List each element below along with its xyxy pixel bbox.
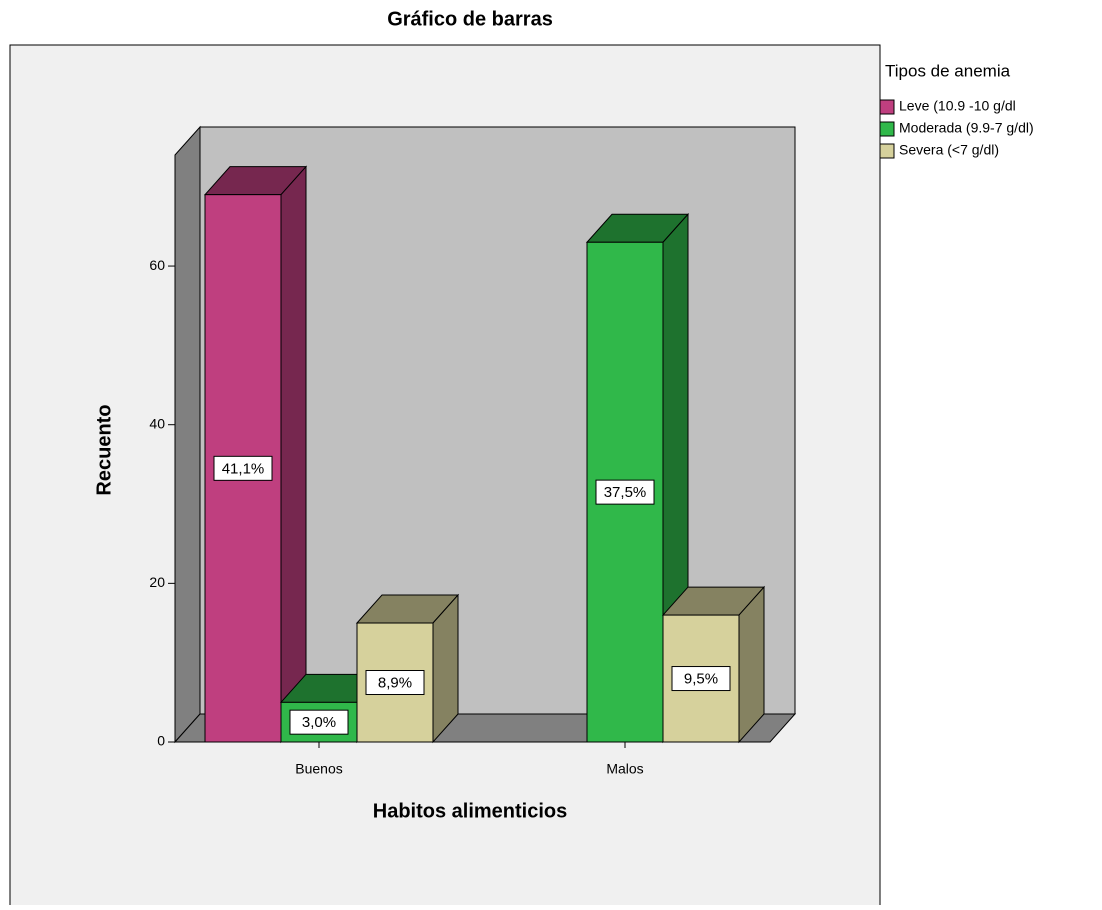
value-label-box: [213, 455, 273, 481]
value-label-box: [671, 666, 731, 692]
chart-title: Gráfico de barras: [387, 8, 553, 30]
legend-label: Severa (<7 g/dl): [899, 142, 999, 158]
y-tick-label: 20: [149, 574, 165, 590]
x-tick-label: Buenos: [295, 761, 342, 777]
x-axis-label: Habitos alimenticios: [373, 800, 568, 822]
legend-swatch: [879, 143, 895, 159]
bar-side: [280, 165, 307, 744]
legend-swatch: [879, 121, 895, 137]
legend-label: Moderada (9.9-7 g/dl): [899, 120, 1034, 136]
value-label-box: [289, 709, 349, 735]
value-label: 41,1%: [222, 460, 265, 477]
x-tick-label: Malos: [606, 761, 643, 777]
value-label: 9,5%: [684, 671, 718, 688]
side-wall: [174, 125, 201, 744]
y-axis-label: Recuento: [93, 404, 115, 495]
y-tick-label: 0: [157, 733, 165, 749]
y-tick-label: 60: [149, 257, 165, 273]
value-label-box: [595, 479, 655, 505]
bar-side: [738, 585, 765, 744]
legend-title: Tipos de anemia: [885, 61, 1011, 80]
legend-label: Leve (10.9 -10 g/dl: [899, 98, 1016, 114]
y-tick-label: 40: [149, 415, 165, 431]
value-label-box: [365, 670, 425, 696]
value-label: 3,0%: [302, 714, 336, 731]
value-label: 37,5%: [604, 484, 647, 501]
legend-swatch: [879, 99, 895, 115]
value-label: 8,9%: [378, 674, 412, 691]
